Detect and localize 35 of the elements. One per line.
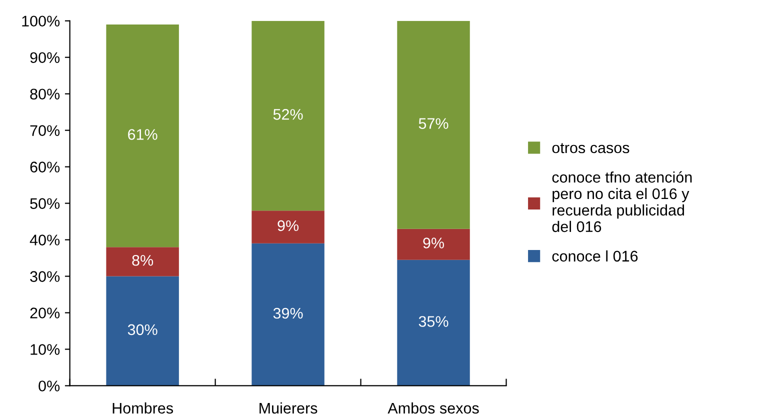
y-tick-label: 20% xyxy=(30,308,60,318)
bar xyxy=(252,210,324,244)
legend-label: conoce l 016 xyxy=(552,250,638,262)
y-tick-label: 50% xyxy=(30,198,60,209)
data-label: 61% xyxy=(128,129,158,140)
bar xyxy=(106,24,179,248)
legend-label: conoce tfno atención pero no cita el 016 y recuerda publicidad del 016 xyxy=(552,171,692,232)
y-tick-label: 90% xyxy=(30,52,60,64)
data-label: 9% xyxy=(423,238,444,248)
y-tick-label: 0% xyxy=(38,380,60,392)
data-label: 30% xyxy=(128,324,158,336)
bar xyxy=(252,243,324,386)
y-tick-label: 30% xyxy=(30,271,60,282)
x-tick-label: Hombres xyxy=(112,402,174,414)
legend-label: otros casos xyxy=(552,143,630,154)
bar xyxy=(397,20,470,229)
x-tick-label: Ambos sexos xyxy=(388,402,479,414)
x-tick-label: Muierers xyxy=(260,402,318,414)
bar xyxy=(397,260,470,386)
data-label: 57% xyxy=(418,118,448,129)
data-label: 52% xyxy=(273,109,303,120)
y-tick-label: 100% xyxy=(22,16,60,27)
data-label: 35% xyxy=(418,316,448,327)
data-label: 8% xyxy=(132,254,154,266)
y-tick-label: 70% xyxy=(30,125,60,136)
y-tick-label: 60% xyxy=(30,162,60,172)
y-tick-label: 40% xyxy=(30,234,60,246)
y-tick-label: 80% xyxy=(30,88,60,100)
y-tick-label: 10% xyxy=(30,344,60,355)
bar xyxy=(397,228,470,260)
bar xyxy=(252,20,324,211)
bar xyxy=(106,276,179,386)
bar xyxy=(106,247,179,276)
data-label: 39% xyxy=(273,308,303,319)
data-label: 9% xyxy=(278,220,299,232)
